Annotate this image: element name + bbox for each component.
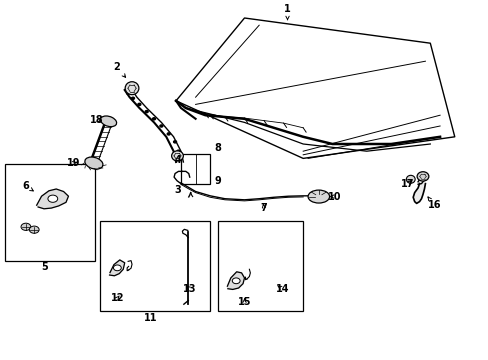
Ellipse shape <box>307 190 329 203</box>
Bar <box>100 221 210 311</box>
Text: 11: 11 <box>143 312 157 323</box>
Text: 4: 4 <box>174 155 181 165</box>
Text: 7: 7 <box>260 203 267 213</box>
Bar <box>217 221 303 311</box>
Text: 18: 18 <box>90 114 103 125</box>
Circle shape <box>160 125 163 127</box>
Circle shape <box>173 141 176 143</box>
Circle shape <box>21 223 31 230</box>
Circle shape <box>232 278 240 284</box>
Circle shape <box>145 111 148 113</box>
Circle shape <box>167 133 170 135</box>
Circle shape <box>48 195 58 202</box>
Polygon shape <box>37 189 68 209</box>
Text: 6: 6 <box>22 181 33 191</box>
Text: 10: 10 <box>327 192 341 202</box>
Text: 9: 9 <box>214 176 221 186</box>
Circle shape <box>113 265 121 271</box>
Text: 14: 14 <box>275 284 289 294</box>
Text: 12: 12 <box>110 293 124 303</box>
Polygon shape <box>227 272 244 289</box>
Text: 19: 19 <box>66 158 80 168</box>
Ellipse shape <box>416 172 428 181</box>
Text: 5: 5 <box>41 262 48 272</box>
Circle shape <box>126 92 129 94</box>
Circle shape <box>29 226 39 233</box>
Bar <box>5 164 95 261</box>
Ellipse shape <box>171 151 183 161</box>
Circle shape <box>131 97 134 99</box>
Ellipse shape <box>84 157 103 169</box>
Ellipse shape <box>100 116 117 127</box>
Ellipse shape <box>125 82 139 95</box>
Circle shape <box>177 150 180 152</box>
Text: 16: 16 <box>427 197 440 210</box>
Text: 8: 8 <box>214 143 221 153</box>
Text: 13: 13 <box>183 284 196 294</box>
Text: 1: 1 <box>284 4 290 20</box>
Polygon shape <box>412 184 425 203</box>
Text: 15: 15 <box>237 297 251 307</box>
Circle shape <box>138 103 141 105</box>
Ellipse shape <box>406 175 414 183</box>
Polygon shape <box>109 260 124 276</box>
Bar <box>181 154 210 184</box>
Text: 3: 3 <box>174 185 181 195</box>
Polygon shape <box>417 173 425 184</box>
Circle shape <box>152 118 155 120</box>
Text: 17: 17 <box>400 179 414 189</box>
Text: 2: 2 <box>113 62 125 77</box>
